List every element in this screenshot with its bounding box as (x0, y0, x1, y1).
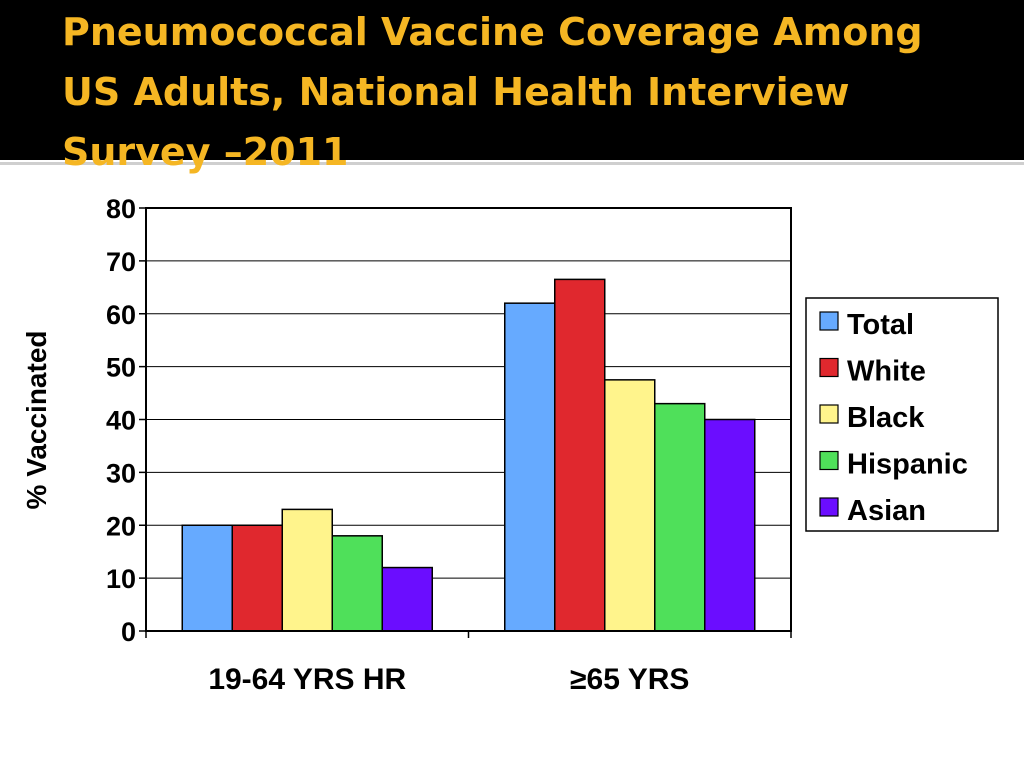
y-tick-label: 0 (121, 617, 136, 647)
y-tick-labels: 0 10 20 30 40 50 60 70 80 (106, 194, 136, 647)
bar-asian-19-64-yrs-hr (381, 566, 433, 632)
bar-black-65-yrs (604, 379, 656, 632)
y-tick-label: 70 (106, 247, 136, 277)
bar-hispanic-65-yrs (654, 402, 706, 632)
legend-swatch-hispanic (819, 450, 839, 471)
legend-label-asian: Asian (847, 495, 926, 527)
y-tick-label: 10 (106, 564, 136, 594)
legend-swatch-asian (819, 497, 839, 517)
slide-title: Pneumococcal Vaccine Coverage Among US A… (62, 10, 923, 174)
y-tick-label: 40 (106, 406, 136, 436)
bar-hispanic-19-64-yrs-hr (331, 535, 383, 632)
bar-black-19-64-yrs-hr (281, 508, 333, 632)
y-axis-label: % Vaccinated (21, 331, 52, 510)
bar-total-19-64-yrs-hr (181, 524, 233, 632)
legend-label-hispanic: Hispanic (847, 449, 968, 481)
legend-swatch-black (819, 404, 839, 424)
bars (181, 278, 756, 632)
y-tick-label: 50 (106, 353, 136, 383)
legend: Total White Black Hispanic Asian (805, 297, 999, 532)
bar-white-65-yrs (554, 278, 606, 632)
y-tick-label: 20 (106, 511, 136, 541)
y-tick-label: 60 (106, 300, 136, 330)
legend-label-white: White (847, 356, 926, 388)
bar-asian-65-yrs (704, 418, 756, 632)
category-label: 19-64 YRS HR (208, 663, 406, 696)
y-tick-label: 30 (106, 458, 136, 488)
legend-swatch-white (819, 357, 839, 378)
legend-label-total: Total (847, 309, 914, 341)
category-label: ≥65 YRS (570, 663, 689, 696)
title-band (0, 0, 1024, 165)
y-tick-label: 80 (106, 194, 136, 224)
legend-label-black: Black (847, 402, 925, 434)
bar-total-65-yrs (504, 302, 556, 632)
axes (139, 207, 792, 638)
category-labels: 19-64 YRS HR ≥65 YRS (208, 663, 689, 696)
legend-swatch-total (819, 311, 839, 331)
bar-white-19-64-yrs-hr (231, 524, 283, 632)
